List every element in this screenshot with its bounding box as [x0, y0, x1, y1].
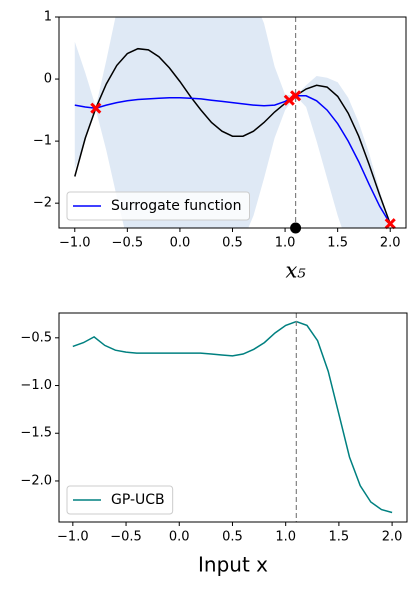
legend: Surrogate function: [66, 191, 250, 221]
plot-area: [72, 313, 393, 522]
x-tick-label: 1.0: [275, 236, 296, 251]
legend-box: [66, 485, 174, 515]
confidence-band: [74, 17, 391, 228]
x-tick-label: 1.5: [329, 530, 350, 545]
observation: [290, 90, 302, 102]
x-axis-label: Input x: [198, 553, 268, 577]
line: [74, 47, 391, 224]
line: [72, 320, 393, 514]
y-tick-label: −1.5: [20, 426, 52, 441]
x-tick-label: 2.0: [382, 530, 403, 545]
y-tick-label: −2: [33, 196, 52, 211]
legend-label: GP-UCB: [111, 492, 165, 508]
line: [74, 95, 391, 225]
x-tick-label: 1.0: [275, 530, 296, 545]
observation: [90, 102, 102, 114]
query-marker: [290, 222, 302, 234]
annotation: x₅: [285, 259, 306, 283]
axes-frame: [58, 312, 408, 523]
x-tick-label: −0.5: [110, 530, 142, 545]
observation: [384, 218, 396, 230]
plot-area: [74, 17, 391, 228]
x-tick-label: −1.0: [57, 530, 89, 545]
x-tick-label: 2.0: [380, 236, 401, 251]
y-tick-label: −2.0: [20, 473, 52, 488]
x-tick-label: 0.5: [222, 236, 243, 251]
x-tick-label: 0.5: [222, 530, 243, 545]
legend-box: [66, 191, 250, 221]
legend-label: Surrogate function: [111, 198, 242, 214]
y-tick-label: 1: [44, 10, 52, 25]
x-tick-label: 0.0: [170, 236, 191, 251]
x-tick-label: −0.5: [112, 236, 144, 251]
y-tick-label: −0.5: [20, 330, 52, 345]
y-tick-label: 0: [44, 72, 52, 87]
legend: GP-UCB: [66, 485, 174, 515]
x-tick-label: 0.0: [169, 530, 190, 545]
x-tick-label: 1.5: [327, 236, 348, 251]
x-tick-label: −1.0: [59, 236, 91, 251]
y-tick-label: −1.0: [20, 378, 52, 393]
y-tick-label: −1: [33, 134, 52, 149]
